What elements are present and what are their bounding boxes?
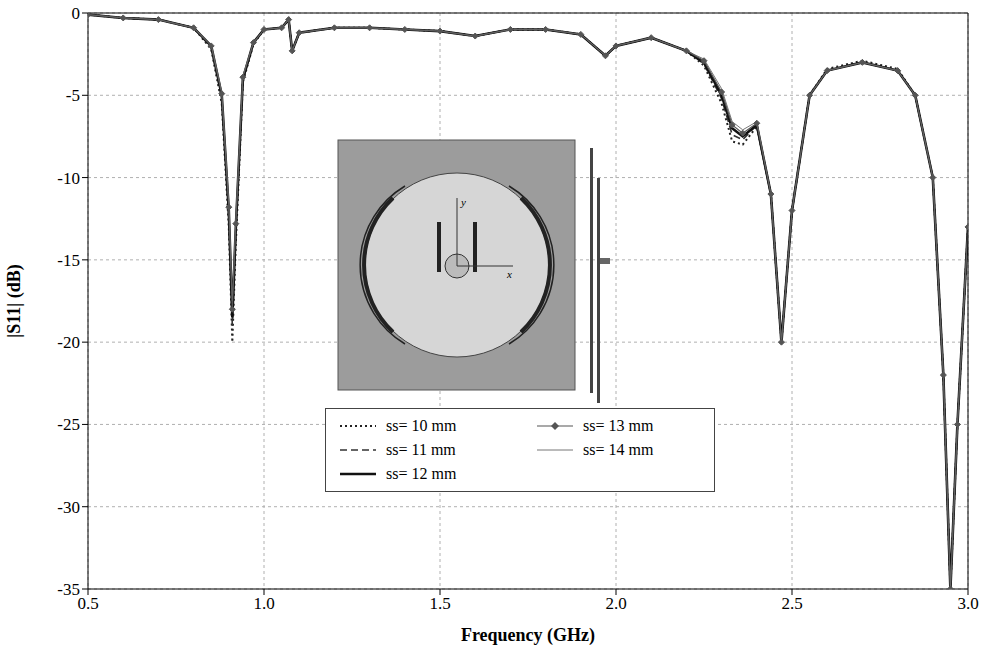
svg-text:1.5: 1.5 (429, 594, 450, 613)
html-text:ss= 11 mm: ss= 11 mm (386, 441, 456, 458)
svg-text:Frequency (GHz): Frequency (GHz) (461, 625, 595, 646)
svg-text:y: y (460, 196, 466, 208)
svg-text:0: 0 (72, 4, 81, 23)
svg-text:|S11| (dB): |S11| (dB) (4, 264, 25, 337)
svg-text:-5: -5 (66, 86, 80, 105)
svg-text:-30: -30 (57, 498, 80, 517)
html-text:ss= 10 mm: ss= 10 mm (386, 417, 457, 434)
svg-text:2.0: 2.0 (605, 594, 626, 613)
svg-text:-20: -20 (57, 333, 80, 352)
svg-text:-25: -25 (57, 415, 80, 434)
svg-text:-35: -35 (57, 580, 80, 599)
svg-text:0.5: 0.5 (77, 594, 98, 613)
svg-text:3.0: 3.0 (957, 594, 978, 613)
svg-text:1.0: 1.0 (253, 594, 274, 613)
html-text:ss= 14 mm: ss= 14 mm (583, 441, 654, 458)
svg-text:x: x (506, 268, 512, 280)
html-text:ss= 12 mm: ss= 12 mm (386, 465, 457, 482)
svg-text:-15: -15 (57, 251, 80, 270)
html-text:ss= 13 mm: ss= 13 mm (583, 417, 654, 434)
svg-text:-10: -10 (57, 169, 80, 188)
svg-text:2.5: 2.5 (781, 594, 802, 613)
